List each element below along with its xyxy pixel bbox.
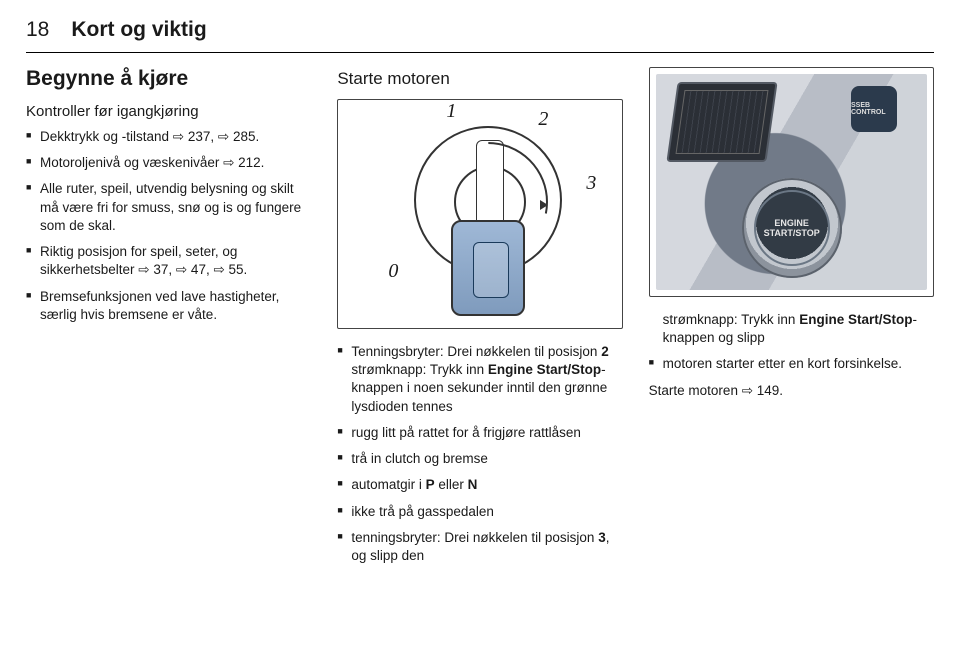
page-header: 18 Kort og viktig — [26, 18, 934, 53]
air-vent-icon — [666, 82, 777, 162]
page-number: 18 — [26, 18, 49, 42]
marker-2: 2 — [538, 108, 548, 131]
figure-ignition: 0 1 2 3 — [337, 99, 622, 329]
list-item: Bremsefunksjonen ved lave hastigheter, s… — [26, 288, 311, 324]
chapter-title: Kort og viktig — [71, 18, 206, 42]
paragraph: strømknapp: Trykk inn Engine Start/Stop-… — [649, 311, 934, 347]
engine-start-button-icon: ENGINESTART/STOP — [742, 178, 842, 278]
result-list: motoren starter etter en kort forsinkels… — [649, 355, 934, 373]
checklist: Dekktrykk og -tilstand ⇨ 237, ⇨ 285. Mot… — [26, 128, 311, 324]
col-3: SSEB CONTROL ENGINESTART/STOP strømknapp… — [649, 67, 934, 573]
key-fob-icon — [451, 220, 525, 316]
subsection-heading: Starte motoren — [337, 69, 622, 89]
list-item: Alle ruter, speil, utvendig belysning og… — [26, 180, 311, 235]
list-item: automatgir i P eller N — [337, 476, 622, 494]
list-item: tenningsbryter: Drei nøkkelen til posisj… — [337, 529, 622, 565]
figure-start-button: SSEB CONTROL ENGINESTART/STOP — [649, 67, 934, 297]
list-item: trå in clutch og bremse — [337, 450, 622, 468]
list-item: Riktig posisjon for speil, seter, og sik… — [26, 243, 311, 279]
start-steps: Tenningsbryter: Drei nøkkelen til posisj… — [337, 343, 622, 565]
content-columns: Begynne å kjøre Kontroller før igangkjør… — [26, 67, 934, 573]
subsection-heading: Kontroller før igangkjøring — [26, 103, 311, 120]
list-item: Dekktrykk og -tilstand ⇨ 237, ⇨ 285. — [26, 128, 311, 146]
list-item: ikke trå på gasspedalen — [337, 503, 622, 521]
col-1: Begynne å kjøre Kontroller før igangkjør… — [26, 67, 311, 573]
list-item: motoren starter etter en kort forsinkels… — [649, 355, 934, 373]
marker-0: 0 — [388, 260, 398, 283]
marker-1: 1 — [446, 100, 456, 123]
cross-reference: Starte motoren ⇨ 149. — [649, 382, 934, 400]
marker-3: 3 — [586, 172, 596, 195]
info-panel-icon: SSEB CONTROL — [851, 86, 897, 132]
col-2: Starte motoren 0 1 2 3 Tenningsbryter: D… — [337, 67, 622, 573]
list-item: rugg litt på rattet for å frigjøre rattl… — [337, 424, 622, 442]
list-item: Motoroljenivå og væskenivåer ⇨ 212. — [26, 154, 311, 172]
section-heading: Begynne å kjøre — [26, 67, 311, 91]
list-item: Tenningsbryter: Drei nøkkelen til posisj… — [337, 343, 622, 416]
